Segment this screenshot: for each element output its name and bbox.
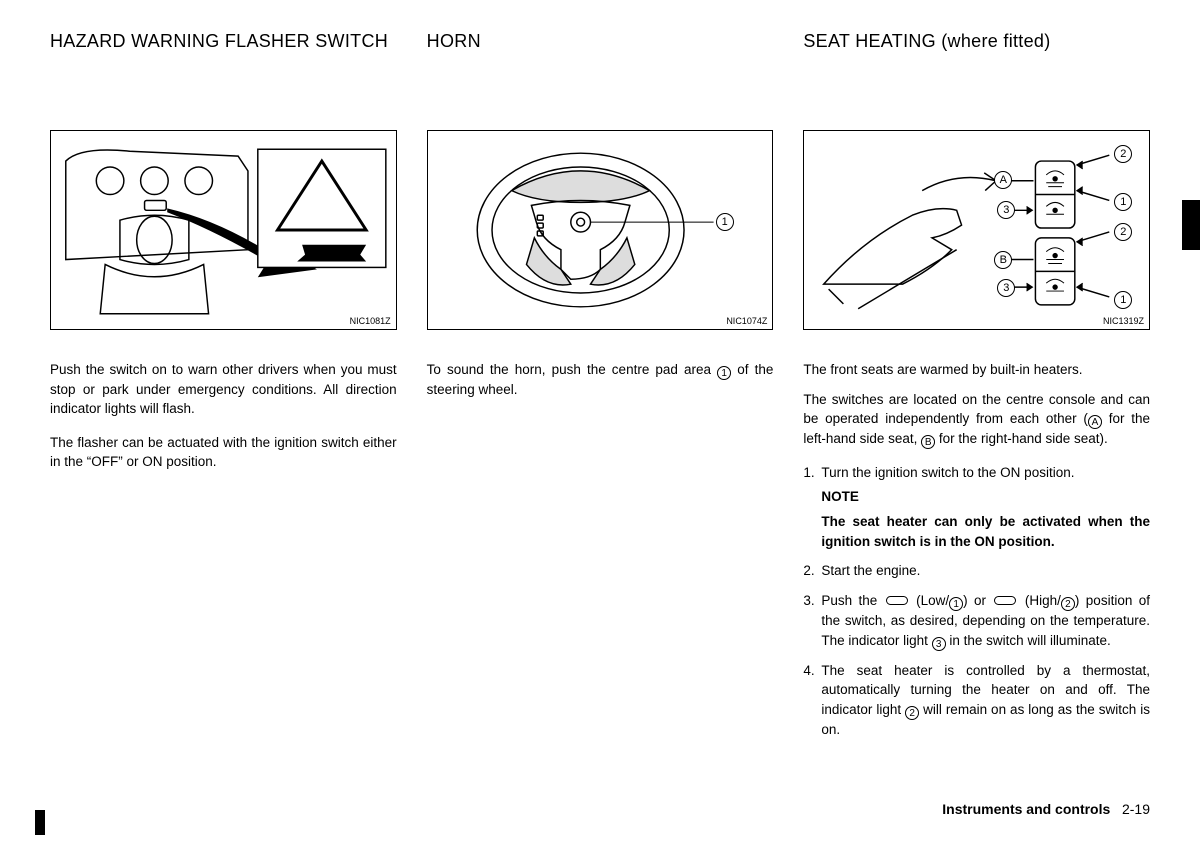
seat-step3-a: Push the — [821, 593, 883, 608]
seat-fig-code: NIC1319Z — [1103, 316, 1144, 326]
horn-figure: 1 NIC1074Z — [427, 130, 774, 330]
hazard-fig-code: NIC1081Z — [350, 316, 391, 326]
seat-step-4: The seat heater is controlled by a therm… — [821, 661, 1150, 740]
hazard-p1: Push the switch on to warn other drivers… — [50, 360, 397, 419]
rocker-high-icon — [994, 596, 1016, 605]
seat-step3-high-a: (High/ — [1018, 593, 1060, 608]
seat-step3-low-a: (Low/ — [910, 593, 949, 608]
footer-page: 2-19 — [1122, 801, 1150, 817]
seat-p1: The front seats are warmed by built-in h… — [803, 360, 1150, 380]
seat-p2-A-circ: A — [1088, 415, 1102, 429]
seat-step-2: Start the engine. — [821, 561, 1150, 581]
hazard-title: HAZARD WARNING FLASHER SWITCH — [50, 30, 397, 80]
horn-p1-circ: 1 — [717, 366, 731, 380]
seat-step3-high-circ: 2 — [1061, 597, 1075, 611]
seat-figure: A B 2 1 3 2 1 3 NIC1319Z — [803, 130, 1150, 330]
rocker-low-icon — [886, 596, 908, 605]
crop-mark — [35, 810, 45, 835]
seat-step3-low-b: ) or — [963, 593, 992, 608]
hazard-p2: The flasher can be actuated with the ign… — [50, 433, 397, 472]
seat-step-1: Turn the ignition switch to the ON posit… — [821, 463, 1150, 551]
column-hazard: HAZARD WARNING FLASHER SWITCH — [50, 30, 397, 749]
page-columns: HAZARD WARNING FLASHER SWITCH — [50, 30, 1150, 749]
horn-p1-a: To sound the horn, push the centre pad a… — [427, 362, 717, 377]
horn-callout-1: 1 — [716, 213, 734, 231]
seat-p2-c: for the right-hand side seat). — [935, 431, 1108, 446]
hazard-figure: NIC1081Z — [50, 130, 397, 330]
seat-p2-B-circ: B — [921, 435, 935, 449]
footer-chapter: Instruments and controls — [942, 801, 1110, 817]
seat-note-body: The seat heater can only be activated wh… — [821, 512, 1150, 551]
seat-title: SEAT HEATING (where fitted) — [803, 30, 1150, 80]
seat-step4-circ: 2 — [905, 706, 919, 720]
column-seat-heating: SEAT HEATING (where fitted) — [803, 30, 1150, 749]
seat-step3-c: in the switch will illuminate. — [946, 633, 1111, 648]
horn-fig-code: NIC1074Z — [726, 316, 767, 326]
seat-step3-low-circ: 1 — [949, 597, 963, 611]
section-tab — [1182, 200, 1200, 250]
column-horn: HORN — [427, 30, 774, 749]
seat-step3-ind: 3 — [932, 637, 946, 651]
horn-p1: To sound the horn, push the centre pad a… — [427, 360, 774, 400]
seat-steps: Turn the ignition switch to the ON posit… — [803, 463, 1150, 739]
seat-p2: The switches are located on the centre c… — [803, 390, 1150, 450]
seat-step-3: Push the (Low/1) or (High/2) position of… — [821, 591, 1150, 651]
horn-title: HORN — [427, 30, 774, 80]
seat-step1-text: Turn the ignition switch to the ON posit… — [821, 465, 1074, 480]
seat-note-label: NOTE — [821, 487, 1150, 507]
page-footer: Instruments and controls 2-19 — [942, 801, 1150, 817]
